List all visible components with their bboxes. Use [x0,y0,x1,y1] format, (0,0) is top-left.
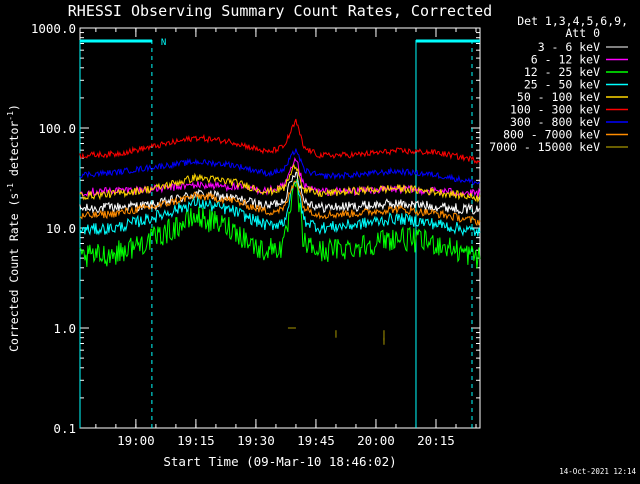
y-axis-label-close: ) [7,104,21,111]
x-tick-label: 19:30 [237,433,275,448]
x-tick-label: 19:00 [117,433,155,448]
legend-label-6: 300 - 800 keV [510,115,600,129]
series-line-4 [79,163,481,203]
svg-text:Corrected Count Rate (s-1 dete: Corrected Count Rate (s-1 detector-1) [6,104,21,352]
y-axis-label-sup: -1 [6,183,15,193]
legend-label-5: 100 - 300 keV [510,103,600,117]
y-tick-label: 0.1 [53,421,76,436]
series-line-0 [79,171,481,215]
legend-label-2: 12 - 25 keV [524,65,600,79]
y-axis-label: Corrected Count Rate (s-1 detector-1) [6,104,21,352]
x-tick-label: 20:00 [357,433,395,448]
y-tick-label: 1000.0 [31,21,76,36]
legend-header-2: Att 0 [565,26,600,40]
legend-header-1: Det 1,3,4,5,6,9, [517,14,628,28]
series-line-6 [79,148,481,186]
plot-area: 0.1 1.0 10.0 100.0 1000.0 19:00 19:15 19:30 19:4… [31,21,481,448]
y-axis-label-main: Corrected Count Rate (s [7,193,21,352]
timestamp: 14-Oct-2021 12:14 [559,467,636,476]
legend-label-3: 25 - 50 keV [524,78,600,92]
x-tick-label: 19:45 [297,433,335,448]
y-tick-label: 10.0 [46,221,76,236]
legend-label-0: 3 - 6 keV [538,40,600,54]
legend-label-7: 800 - 7000 keV [503,128,600,142]
series-line-2 [79,179,481,269]
series-line-3 [79,180,481,237]
legend-label-4: 50 - 100 keV [517,90,600,104]
x-tick-label: 20:15 [417,433,455,448]
night-label: N [161,38,166,48]
y-tick-label: 100.0 [38,121,76,136]
legend-label-1: 6 - 12 keV [531,53,600,67]
x-axis-label: Start Time (09-Mar-10 18:46:02) [163,454,396,469]
legend-label-8: 7000 - 15000 keV [489,140,600,154]
series-line-5 [79,118,481,165]
x-tick-label: 19:15 [177,433,215,448]
y-tick-label: 1.0 [53,321,76,336]
y-axis-label-middle: detector [7,121,21,183]
chart-title: RHESSI Observing Summary Count Rates, Co… [68,2,492,20]
series-line-7 [79,180,481,227]
y-axis-label-sup2: -1 [6,111,15,121]
